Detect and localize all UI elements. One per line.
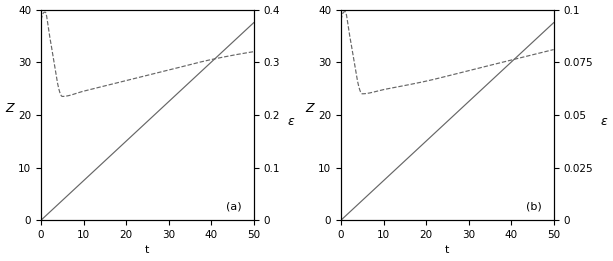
Y-axis label: Z: Z [305, 102, 314, 115]
X-axis label: t: t [145, 245, 150, 256]
Text: (b): (b) [526, 202, 542, 212]
Y-axis label: ε: ε [601, 115, 607, 128]
Y-axis label: ε: ε [287, 115, 294, 128]
Text: (a): (a) [226, 202, 242, 212]
Y-axis label: Z: Z [6, 102, 14, 115]
X-axis label: t: t [445, 245, 449, 256]
